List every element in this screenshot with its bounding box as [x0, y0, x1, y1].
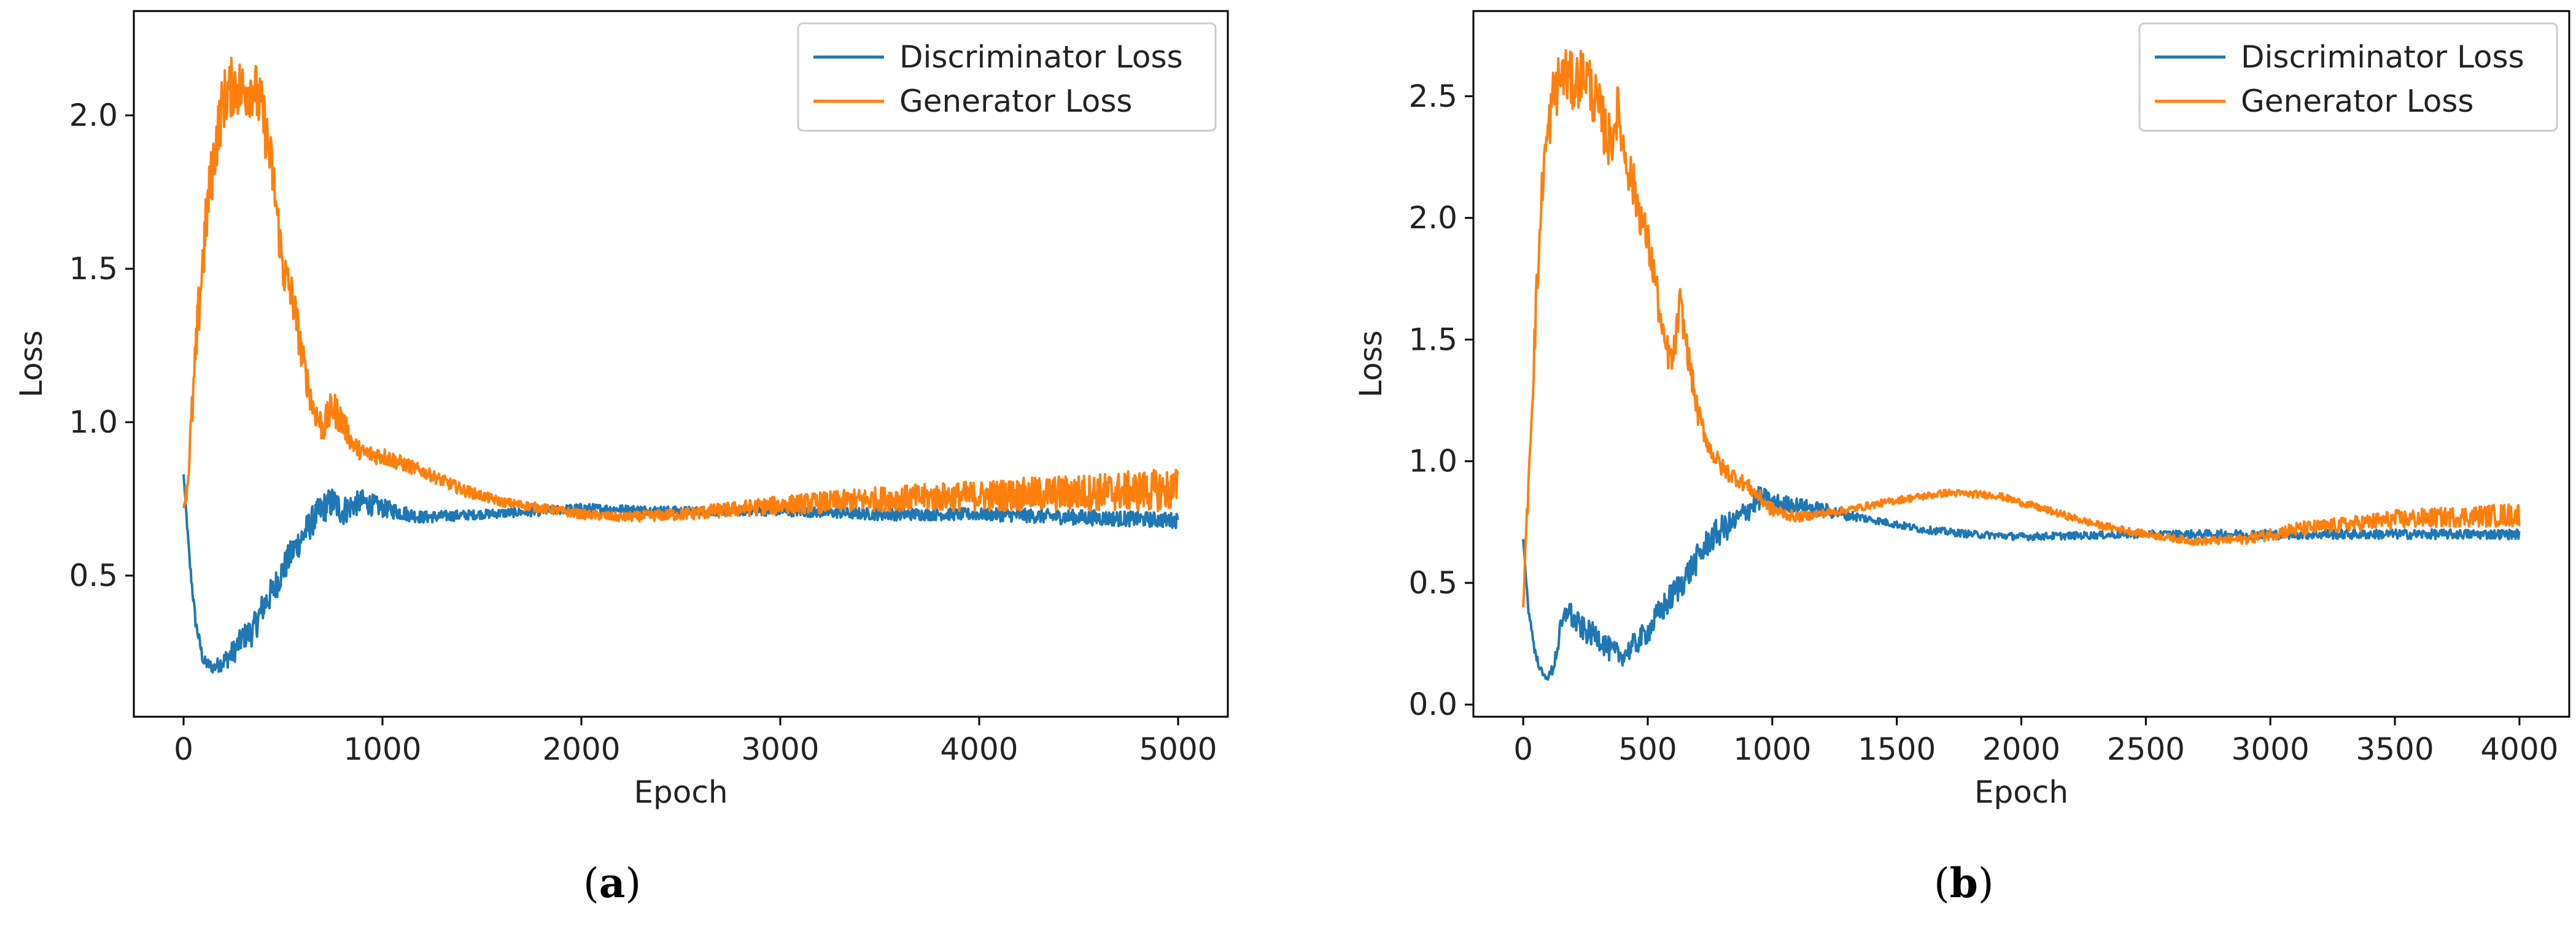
series-line-generator [182, 56, 1179, 523]
chart-b: 0 500 1000 1500 2000 2500 3000 3500 4000 0.0 0.5 1.… [1353, 10, 2570, 810]
y-tick-label: 1.5 [1408, 322, 1457, 357]
x-tick-label: 1000 [343, 731, 421, 767]
y-tick-label: 2.0 [69, 98, 118, 133]
x-tick-label: 1500 [1858, 731, 1936, 767]
x-tick-label: 3500 [2356, 731, 2434, 767]
x-tick-label: 0 [174, 731, 193, 767]
x-tick-label: 2500 [2107, 731, 2185, 767]
y-tick-label: 1.5 [69, 251, 118, 287]
x-axis-label: Epoch [634, 774, 727, 810]
legend-label-generator: Generator Loss [899, 83, 1132, 119]
x-axis-label: Epoch [1974, 774, 2068, 810]
x-tick-label: 5000 [1139, 731, 1217, 767]
panel-caption-b: (b) [1934, 859, 1994, 907]
y-tick-label: 2.5 [1408, 79, 1457, 114]
x-tick-label: 1000 [1733, 731, 1811, 767]
x-tick-label: 2000 [1982, 731, 2060, 767]
y-tick-label: 0.5 [69, 558, 118, 593]
x-tick-label: 4000 [940, 731, 1018, 767]
legend-label-discriminator: Discriminator Loss [2241, 39, 2524, 75]
x-tick-label: 4000 [2480, 731, 2558, 767]
series-line-discriminator [182, 474, 1179, 674]
y-axis-label: Loss [14, 330, 49, 398]
panel-caption-a: (a) [583, 859, 642, 907]
y-axis-label: Loss [1353, 330, 1389, 398]
chart-a: 0 1000 2000 3000 4000 5000 0.5 1.0 1.5 2.0 Epoch Lo… [14, 10, 1229, 810]
y-tick-label: 0.5 [1408, 565, 1457, 601]
x-tick-label: 2000 [542, 731, 620, 767]
plot-frame [133, 10, 1229, 718]
series-line-discriminator [1522, 485, 2521, 681]
x-tick-label: 3000 [741, 731, 819, 767]
y-tick-label: 0.0 [1408, 687, 1457, 722]
legend-label-generator: Generator Loss [2241, 83, 2473, 119]
legend-label-discriminator: Discriminator Loss [899, 39, 1183, 75]
y-tick-label: 2.0 [1408, 200, 1457, 236]
series-line-generator [1522, 48, 2521, 608]
x-tick-label: 3000 [2232, 731, 2310, 767]
x-tick-label: 0 [1513, 731, 1533, 767]
y-tick-label: 1.0 [69, 404, 118, 440]
legend-box [797, 22, 1217, 132]
legend-box [2138, 22, 2558, 132]
y-tick-label: 1.0 [1408, 444, 1457, 479]
x-tick-label: 500 [1618, 731, 1677, 767]
